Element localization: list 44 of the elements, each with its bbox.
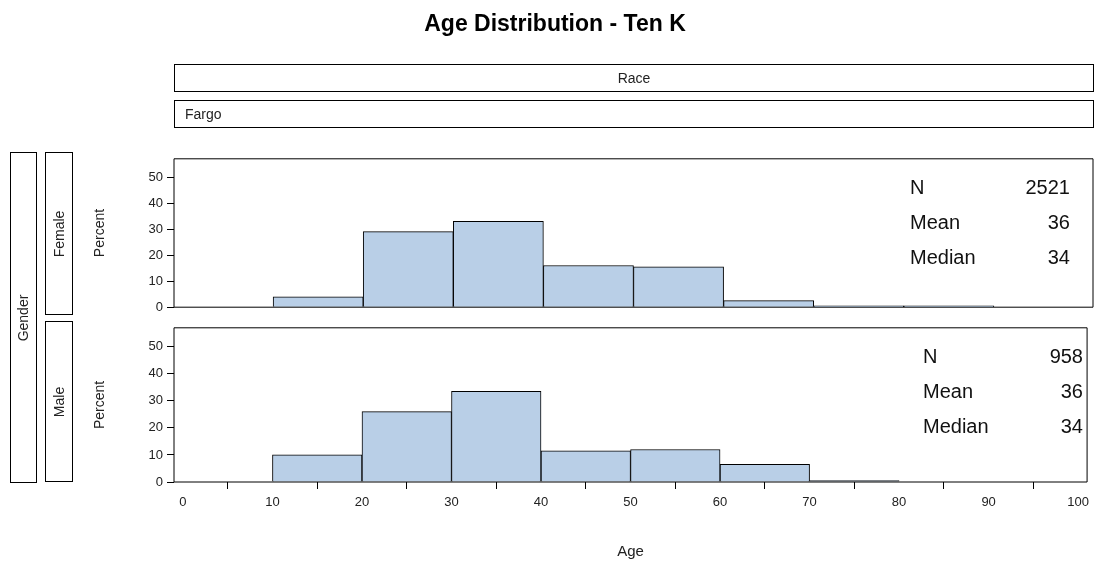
annotation: 2521 bbox=[1025, 176, 1070, 200]
x-tick-label: 70 bbox=[802, 494, 817, 510]
x-tick-label: 60 bbox=[712, 494, 728, 510]
text: Race bbox=[174, 64, 1094, 92]
y-axis-title: Percent bbox=[91, 208, 108, 258]
y-tick-label: 30 bbox=[148, 220, 163, 236]
x-tick-label: 30 bbox=[444, 494, 459, 510]
text: Fargo bbox=[174, 100, 1094, 128]
y-tick-label: 20 bbox=[148, 246, 163, 262]
chart-title: Age Distribution - Ten K bbox=[423, 10, 687, 37]
annotation: Median bbox=[910, 246, 976, 270]
x-tick-label: 100 bbox=[1067, 494, 1089, 510]
y-tick-label: 0 bbox=[155, 298, 163, 314]
y-tick-label: 30 bbox=[148, 392, 163, 408]
y-tick-label: 20 bbox=[148, 419, 163, 435]
x-tick-label: 80 bbox=[891, 494, 907, 510]
annotation: 34 bbox=[1060, 415, 1083, 439]
text: Female bbox=[51, 210, 67, 257]
annotation: 36 bbox=[1060, 380, 1083, 404]
text: Gender bbox=[15, 294, 32, 341]
annotation: N bbox=[910, 176, 925, 200]
x-tick-label: 20 bbox=[354, 494, 370, 510]
x-axis-title: Age bbox=[617, 542, 644, 560]
annotation: 36 bbox=[1047, 211, 1070, 235]
y-axis-title: Percent bbox=[91, 380, 108, 430]
annotation: N bbox=[923, 345, 938, 369]
y-tick-label: 40 bbox=[148, 365, 163, 381]
x-tick-label: 40 bbox=[533, 494, 549, 510]
y-tick-label: 0 bbox=[155, 473, 163, 489]
x-tick-label: 50 bbox=[623, 494, 638, 510]
x-tick-label: 90 bbox=[981, 494, 996, 510]
y-tick-label: 50 bbox=[148, 168, 163, 184]
annotation: Median bbox=[923, 415, 989, 439]
y-tick-label: 10 bbox=[148, 446, 163, 462]
annotation: Mean bbox=[923, 380, 974, 404]
y-tick-label: 10 bbox=[148, 272, 163, 288]
x-tick-label: 0 bbox=[179, 494, 187, 510]
annotation: 958 bbox=[1049, 345, 1083, 369]
y-tick-label: 40 bbox=[148, 194, 163, 210]
y-tick-label: 50 bbox=[148, 338, 163, 354]
x-tick-label: 10 bbox=[265, 494, 280, 510]
text: Male bbox=[51, 386, 68, 417]
annotation: 34 bbox=[1047, 246, 1070, 270]
annotation: Mean bbox=[910, 211, 961, 235]
